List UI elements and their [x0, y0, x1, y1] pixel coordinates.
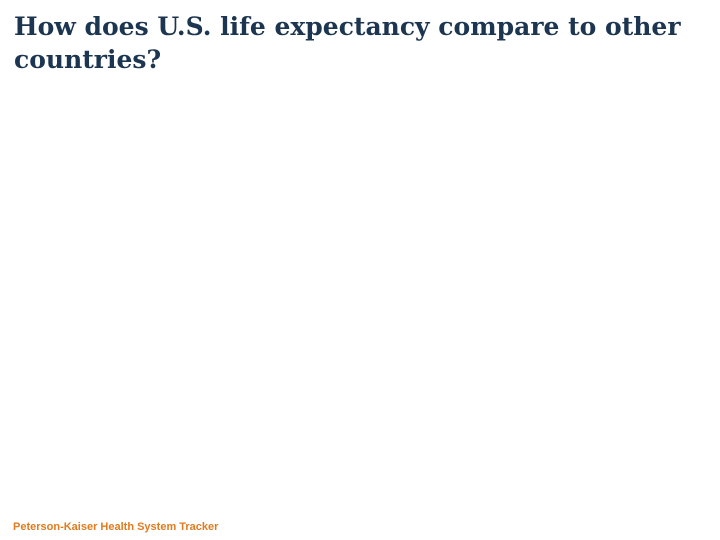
footer-source-label: Peterson-Kaiser Health System Tracker [13, 521, 219, 533]
slide-title: How does U.S. life expectancy compare to… [14, 12, 681, 74]
slide-content-area [14, 90, 706, 510]
